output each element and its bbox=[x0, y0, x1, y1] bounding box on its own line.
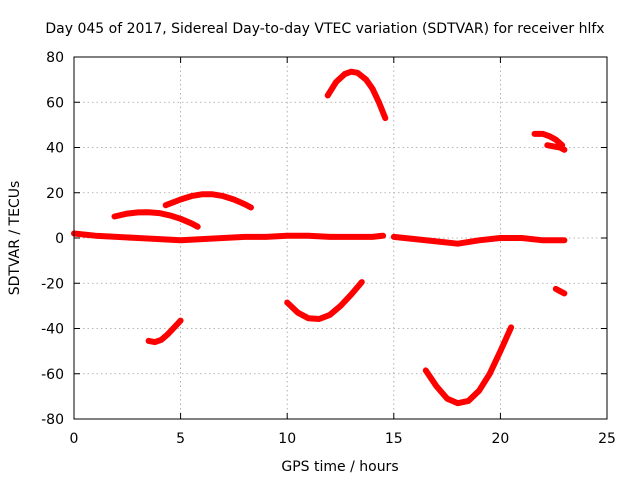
series-line bbox=[145, 317, 184, 346]
series-line bbox=[422, 324, 515, 407]
chart-title: Day 045 of 2017, Sidereal Day-to-day VTE… bbox=[45, 21, 604, 37]
x-axis-label: GPS time / hours bbox=[281, 459, 398, 475]
x-tick-label: 15 bbox=[385, 431, 403, 447]
series-line bbox=[390, 233, 568, 247]
series-line bbox=[544, 142, 568, 153]
series-line bbox=[324, 68, 389, 122]
series-line bbox=[284, 279, 365, 322]
series-line bbox=[162, 191, 254, 211]
x-tick-label: 25 bbox=[598, 431, 616, 447]
y-tick-label: -60 bbox=[41, 367, 64, 383]
x-tick-label: 10 bbox=[278, 431, 296, 447]
series-line bbox=[552, 285, 568, 297]
y-tick-label: -20 bbox=[41, 276, 64, 292]
y-tick-label: 0 bbox=[55, 231, 64, 247]
y-tick-label: -80 bbox=[41, 412, 64, 428]
y-tick-label: 60 bbox=[46, 95, 64, 111]
y-axis-label: SDTVAR / TECUs bbox=[7, 181, 23, 296]
y-tick-label: 40 bbox=[46, 141, 64, 157]
y-tick-label: 20 bbox=[46, 186, 64, 202]
x-tick-label: 5 bbox=[176, 431, 185, 447]
series-layer bbox=[71, 68, 568, 407]
y-tick-label: 80 bbox=[46, 50, 64, 66]
x-tick-label: 20 bbox=[491, 431, 509, 447]
x-tick-label: 0 bbox=[70, 431, 79, 447]
ticks: 0 5 10 15 20 25 -80 -60 -40 -20 0 20 40 60 80 bbox=[41, 50, 616, 447]
series-line bbox=[111, 209, 201, 230]
series-line bbox=[71, 230, 387, 244]
series-line bbox=[531, 130, 566, 149]
y-tick-label: -40 bbox=[41, 322, 64, 338]
